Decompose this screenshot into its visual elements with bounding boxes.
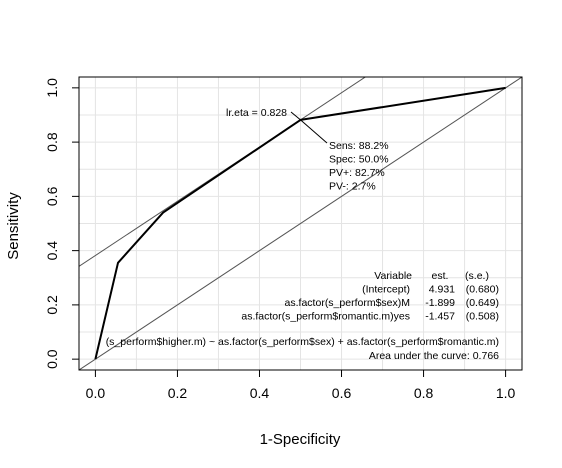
- x-axis-title: 1-Specificity: [260, 431, 341, 448]
- coef-row-est: -1.899: [425, 297, 455, 309]
- x-tick-label: 0.4: [250, 385, 270, 401]
- x-tick-label: 1.0: [496, 385, 516, 401]
- x-tick-label: 0.6: [332, 385, 352, 401]
- coef-row-est: 4.931: [429, 284, 455, 296]
- y-axis: 0.0 0.2 0.4 0.6 0.8 1.0: [44, 78, 80, 369]
- coef-header-variable: Variable: [374, 270, 412, 282]
- coef-row-se: (0.649): [466, 297, 499, 309]
- cutoff-label-leader: [290, 111, 301, 121]
- diagonal-reference-line: [79, 77, 522, 370]
- cutoff-stats-leader: [300, 119, 328, 144]
- coef-header-se: (s.e.): [465, 270, 489, 282]
- coef-row-variable: as.factor(s_perform$sex)M: [285, 297, 410, 309]
- y-tick-label: 0.4: [44, 241, 60, 261]
- annotations: lr.eta = 0.828 Sens: 88.2% Spec: 50.0%PV+:…: [106, 107, 499, 362]
- y-tick-label: 0.8: [44, 132, 60, 152]
- roc-curve-line: [94, 86, 506, 360]
- coef-row-se: (0.508): [466, 311, 499, 323]
- model-formula: (s_perform$higher.m) ~ as.factor(s_perfo…: [106, 336, 499, 348]
- auc-text: Area under the curve: 0.766: [369, 350, 499, 362]
- y-tick-label: 0.2: [44, 295, 60, 315]
- y-tick-label: 0.6: [44, 186, 60, 206]
- x-tick-label: 0.2: [168, 385, 188, 401]
- coef-header-est: est.: [432, 270, 449, 282]
- cutoff-stat: PV+: 82.7%: [329, 167, 385, 179]
- cutoff-stat: Sens: 88.2%: [329, 140, 389, 152]
- coef-row-variable: as.factor(s_perform$romantic.m)yes: [241, 311, 410, 323]
- x-tick-label: 0.0: [86, 385, 106, 401]
- x-axis: 0.0 0.2 0.4 0.6 0.8 1.0: [86, 369, 516, 401]
- y-axis-title: Sensitivity: [5, 192, 22, 260]
- cutoff-stat: PV-: 2.7%: [329, 181, 376, 193]
- cutoff-stat: Spec: 50.0%: [329, 154, 389, 166]
- x-tick-label: 0.8: [414, 385, 434, 401]
- cutoff-label: lr.eta = 0.828: [226, 107, 287, 119]
- coef-row-est: -1.457: [425, 311, 455, 323]
- y-tick-label: 1.0: [44, 78, 60, 98]
- y-tick-label: 0.0: [44, 349, 60, 369]
- coef-row-se: (0.680): [466, 284, 499, 296]
- coef-row-variable: (Intercept): [362, 284, 410, 296]
